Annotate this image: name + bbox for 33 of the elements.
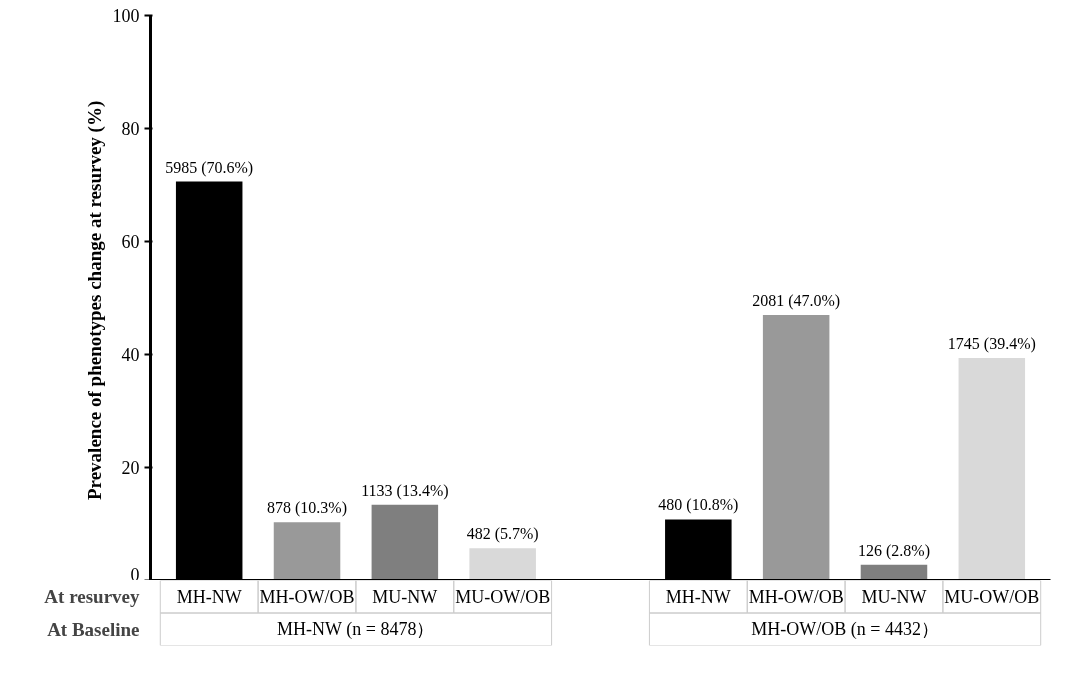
y-tick-label: 0 xyxy=(130,564,140,585)
data-label: 126 (2.8%) xyxy=(857,541,930,560)
x-tick-label: MH-NW xyxy=(176,586,242,607)
x-tick-label: MU-OW/OB xyxy=(944,586,1040,607)
y-tick-label: 20 xyxy=(121,458,140,478)
data-label: 482 (5.7%) xyxy=(466,525,539,544)
text: MH-OW/OB (n = 4432） xyxy=(751,619,939,641)
bar xyxy=(860,564,928,580)
bar xyxy=(958,357,1026,580)
x-tick-label: MU-NW xyxy=(372,586,438,607)
data-label: 2081 (47.0%) xyxy=(752,291,841,310)
y-tick-label: 80 xyxy=(121,119,140,139)
x-tick-label: MU-NW xyxy=(861,586,927,607)
x-tick-label: MH-OW/OB xyxy=(259,586,355,607)
data-label: 5985 (70.6%) xyxy=(165,158,254,177)
y-tick-label: 100 xyxy=(112,6,140,26)
x-tick-label: MH-NW xyxy=(665,586,731,607)
bar xyxy=(469,548,536,580)
bar xyxy=(273,522,341,580)
data-label: 480 (10.8%) xyxy=(658,496,739,515)
x-tick-label: MH-OW/OB xyxy=(748,586,844,607)
y-tick-label: 40 xyxy=(121,345,140,365)
x-tick-label: MU-OW/OB xyxy=(455,586,551,607)
data-label: 1133 (13.4%) xyxy=(361,481,449,500)
bar xyxy=(762,314,830,580)
data-label: 1745 (39.4%) xyxy=(947,334,1036,353)
text: At Baseline xyxy=(47,618,140,640)
y-tick-label: 60 xyxy=(121,232,140,252)
bar xyxy=(371,504,439,580)
data-label: 878 (10.3%) xyxy=(267,499,348,518)
text: MH-NW (n = 8478） xyxy=(277,619,435,641)
y-axis-title: Prevalence of phenotypes change at resurvey (%) xyxy=(83,100,106,501)
text: At resurvey xyxy=(44,586,140,608)
